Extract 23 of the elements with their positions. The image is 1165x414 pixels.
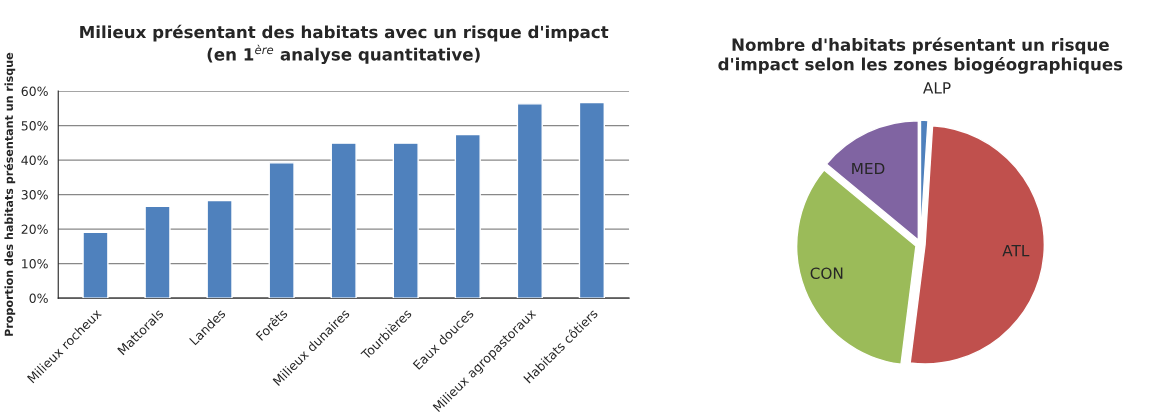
slice-label: ALP: [923, 82, 951, 94]
y-tick-label: 10%: [22, 259, 48, 269]
y-tick-label: 60%: [21, 86, 48, 97]
bar: [268, 162, 295, 299]
y-tick-label: 40%: [21, 155, 48, 166]
y-tick-label: 50%: [21, 121, 48, 131]
chart-title: Nombre d'habitats présentant un risque d'impact selon les zones biogéographiques: [718, 37, 1123, 74]
y-tick-label: 0%: [29, 293, 48, 304]
bar: [454, 133, 481, 299]
bar: [516, 103, 543, 299]
y-tick-label: 30%: [21, 190, 48, 200]
bar: [82, 231, 109, 299]
chart-title: Milieux présentant des habitats avec un risque d'impact (en 1$^{ère}$ analyse quantitative): [80, 24, 609, 64]
y-axis-title: Proportion des habitats présentant un risque: [3, 52, 16, 336]
slice-label: CON: [810, 267, 843, 279]
bar: [578, 101, 605, 299]
slice-label: MED: [852, 162, 885, 175]
y-tick-label: 20%: [21, 224, 48, 235]
slice-label: ATL: [1002, 245, 1030, 257]
bar: [392, 142, 419, 299]
bar: [206, 199, 233, 299]
bar: [330, 142, 357, 299]
bar: [144, 205, 171, 299]
